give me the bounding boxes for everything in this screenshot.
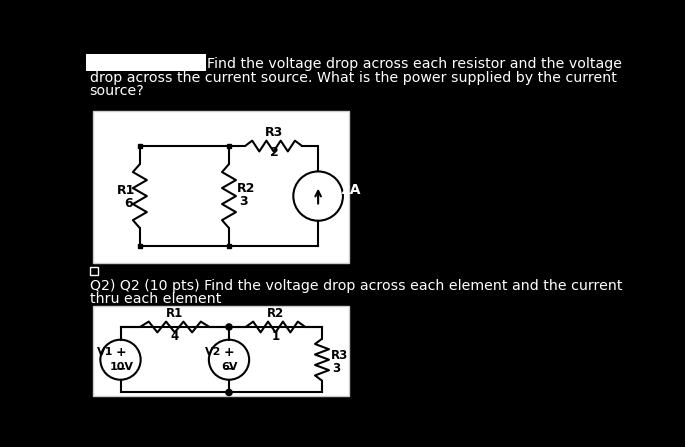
Text: drop across the current source. What is the power supplied by the current: drop across the current source. What is … [90,71,616,84]
Text: 2: 2 [270,146,278,159]
Bar [227,144,232,148]
Bar [93,306,349,396]
Bar [93,111,349,263]
Text: 10V: 10V [110,363,134,372]
Text: +: + [224,346,234,358]
Text: Q2) Q2 (10 pts) Find the voltage drop across each element and the current: Q2) Q2 (10 pts) Find the voltage drop ac… [90,279,622,293]
Text: V1: V1 [97,347,113,357]
Text: R3: R3 [265,127,283,139]
Bar [90,267,98,275]
Text: R1: R1 [116,184,135,197]
Text: 2A: 2A [340,183,361,197]
Circle shape [226,324,232,330]
Bar [138,244,142,249]
Text: −: − [224,362,234,375]
Text: R1: R1 [166,307,184,320]
Text: source?: source? [90,84,145,98]
Text: Find the voltage drop across each resistor and the voltage: Find the voltage drop across each resist… [208,58,622,72]
Text: −: − [115,362,126,375]
Text: thru each element: thru each element [90,292,221,306]
Bar [138,144,142,148]
Text: 1: 1 [271,330,279,343]
Bar [86,54,206,71]
Text: 4: 4 [171,330,179,343]
Circle shape [226,389,232,396]
Text: R3: R3 [330,350,348,363]
Text: 6: 6 [124,197,133,210]
Text: 3: 3 [240,195,248,208]
Text: R2: R2 [237,182,256,195]
Text: +: + [115,346,126,358]
Text: 3: 3 [332,363,340,375]
Text: R2: R2 [267,307,284,320]
Text: V2: V2 [206,347,222,357]
Bar [227,244,232,249]
Text: 6V: 6V [221,363,238,372]
